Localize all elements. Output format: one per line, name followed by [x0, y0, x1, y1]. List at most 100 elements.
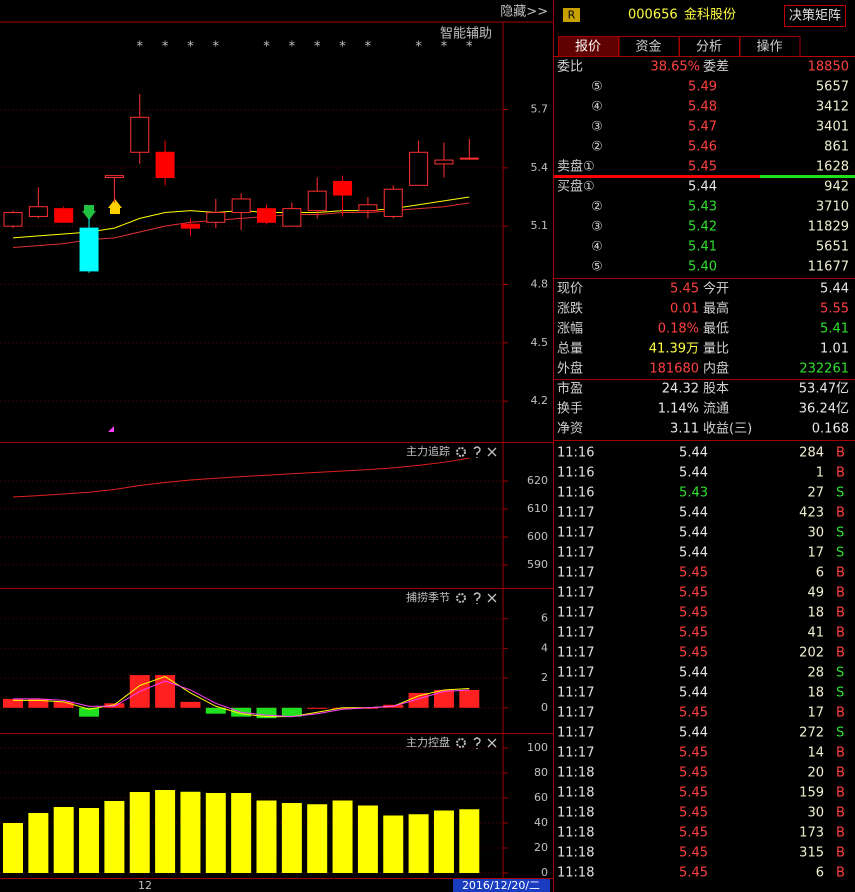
candle-body: [257, 208, 276, 223]
histogram-bar: [28, 698, 49, 708]
trade-side: S: [836, 526, 844, 541]
volume-bar: [180, 791, 201, 873]
signal-star: *: [137, 40, 144, 55]
trade-time: 11:18: [557, 846, 594, 861]
badge: [563, 8, 580, 22]
tab-label[interactable]: 分析: [696, 40, 722, 55]
stat-value: 5.55: [820, 302, 849, 317]
y-tick-label: 20: [534, 841, 548, 854]
tab-label[interactable]: 资金: [635, 39, 661, 55]
histogram-bar: [180, 701, 201, 708]
book-volume: 3412: [816, 100, 849, 115]
book-price: 5.43: [688, 200, 717, 215]
trade-side: B: [836, 466, 845, 481]
book-price: 5.44: [688, 180, 717, 195]
candle-body: [307, 190, 327, 212]
trade-time: 11:17: [557, 666, 594, 681]
y-tick-label: 5.1: [531, 219, 549, 232]
candle-body: [231, 198, 251, 214]
trade-price: 5.45: [679, 646, 708, 661]
stat-value: 0.18%: [658, 322, 699, 337]
close-icon[interactable]: [487, 738, 497, 748]
signal-star: *: [441, 40, 448, 55]
book-volume: 3710: [816, 200, 849, 215]
volume-bar: [459, 809, 480, 873]
histogram-bar: [104, 703, 125, 708]
candle-body: [333, 180, 353, 196]
trade-price: 5.45: [679, 866, 708, 881]
trade-time: 11:17: [557, 686, 594, 701]
y-tick-label: 100: [527, 741, 548, 754]
trade-volume: 30: [807, 526, 824, 541]
stat-value: 3.11: [670, 422, 699, 437]
stat-label: 净资: [557, 422, 583, 437]
candle-body: [383, 188, 403, 217]
tab-label[interactable]: 报价: [575, 40, 601, 55]
settings-icon[interactable]: [456, 447, 466, 457]
volume-bar: [357, 805, 378, 873]
trade-volume: 27: [807, 486, 824, 501]
settings-icon[interactable]: [456, 738, 466, 748]
candle-body: [28, 206, 48, 217]
hide-button[interactable]: 隐藏>>: [500, 5, 548, 20]
signal-star: *: [466, 40, 473, 55]
trade-time: 11:18: [557, 766, 594, 781]
y-tick-label: 620: [527, 474, 548, 487]
settings-icon[interactable]: [456, 593, 466, 603]
trade-price: 5.44: [679, 686, 708, 701]
stat-label: 涨跌: [557, 301, 583, 317]
book-price: 5.46: [688, 140, 717, 155]
stat-value: 1.01: [820, 342, 849, 357]
trade-price: 5.45: [679, 586, 708, 601]
trade-volume: 30: [807, 806, 824, 821]
stat-label: 内盘: [703, 361, 729, 377]
help-icon[interactable]: [473, 592, 481, 604]
candle-body: [3, 212, 23, 227]
panel-title: 捕捞季节: [406, 590, 450, 604]
indicator-line: [13, 680, 470, 718]
stat-label: 换手: [557, 402, 583, 417]
trade-price: 5.45: [679, 846, 708, 861]
decision-button[interactable]: [784, 5, 846, 27]
stat-label: 现价: [557, 282, 583, 297]
stat-label: 股本: [703, 382, 729, 397]
book-level: 买盘①: [557, 179, 595, 195]
candle-body: [358, 204, 378, 212]
y-tick-label: 4.8: [531, 278, 549, 291]
stat-label: 流通: [703, 402, 729, 417]
trade-price: 5.45: [679, 706, 708, 721]
book-level: ②: [591, 140, 603, 155]
help-icon[interactable]: [473, 737, 481, 749]
trade-volume: 6: [816, 866, 824, 881]
histogram-bar: [408, 692, 429, 708]
volume-bar: [205, 793, 226, 873]
trade-price: 5.44: [679, 546, 708, 561]
candle-body: [459, 157, 479, 160]
book-volume: 5651: [816, 240, 849, 255]
trade-time: 11:17: [557, 546, 594, 561]
close-icon[interactable]: [487, 593, 497, 603]
tab[interactable]: [739, 36, 801, 57]
y-tick-label: 0: [541, 701, 548, 714]
book-price: 5.41: [688, 240, 717, 255]
close-icon[interactable]: [487, 447, 497, 457]
trade-time: 11:17: [557, 746, 594, 761]
decision-button-text[interactable]: 决策矩阵: [789, 8, 841, 24]
y-tick-label: 6: [541, 612, 548, 625]
stat-label: 量比: [703, 342, 729, 357]
y-tick-label: 610: [527, 502, 548, 515]
trade-price: 5.45: [679, 766, 708, 781]
y-tick-label: 590: [527, 558, 548, 571]
book-volume: 3401: [816, 120, 849, 135]
trade-side: S: [836, 726, 844, 741]
tab-label[interactable]: 操作: [756, 39, 782, 55]
trade-price: 5.44: [679, 466, 708, 481]
candle-body: [282, 208, 302, 227]
help-icon[interactable]: [473, 446, 481, 458]
book-price: 5.40: [688, 260, 717, 275]
book-volume: 11677: [808, 260, 849, 275]
trade-time: 11:18: [557, 806, 594, 821]
stat-label: 收益(三): [703, 422, 752, 437]
diff-label: 委差: [703, 60, 729, 75]
